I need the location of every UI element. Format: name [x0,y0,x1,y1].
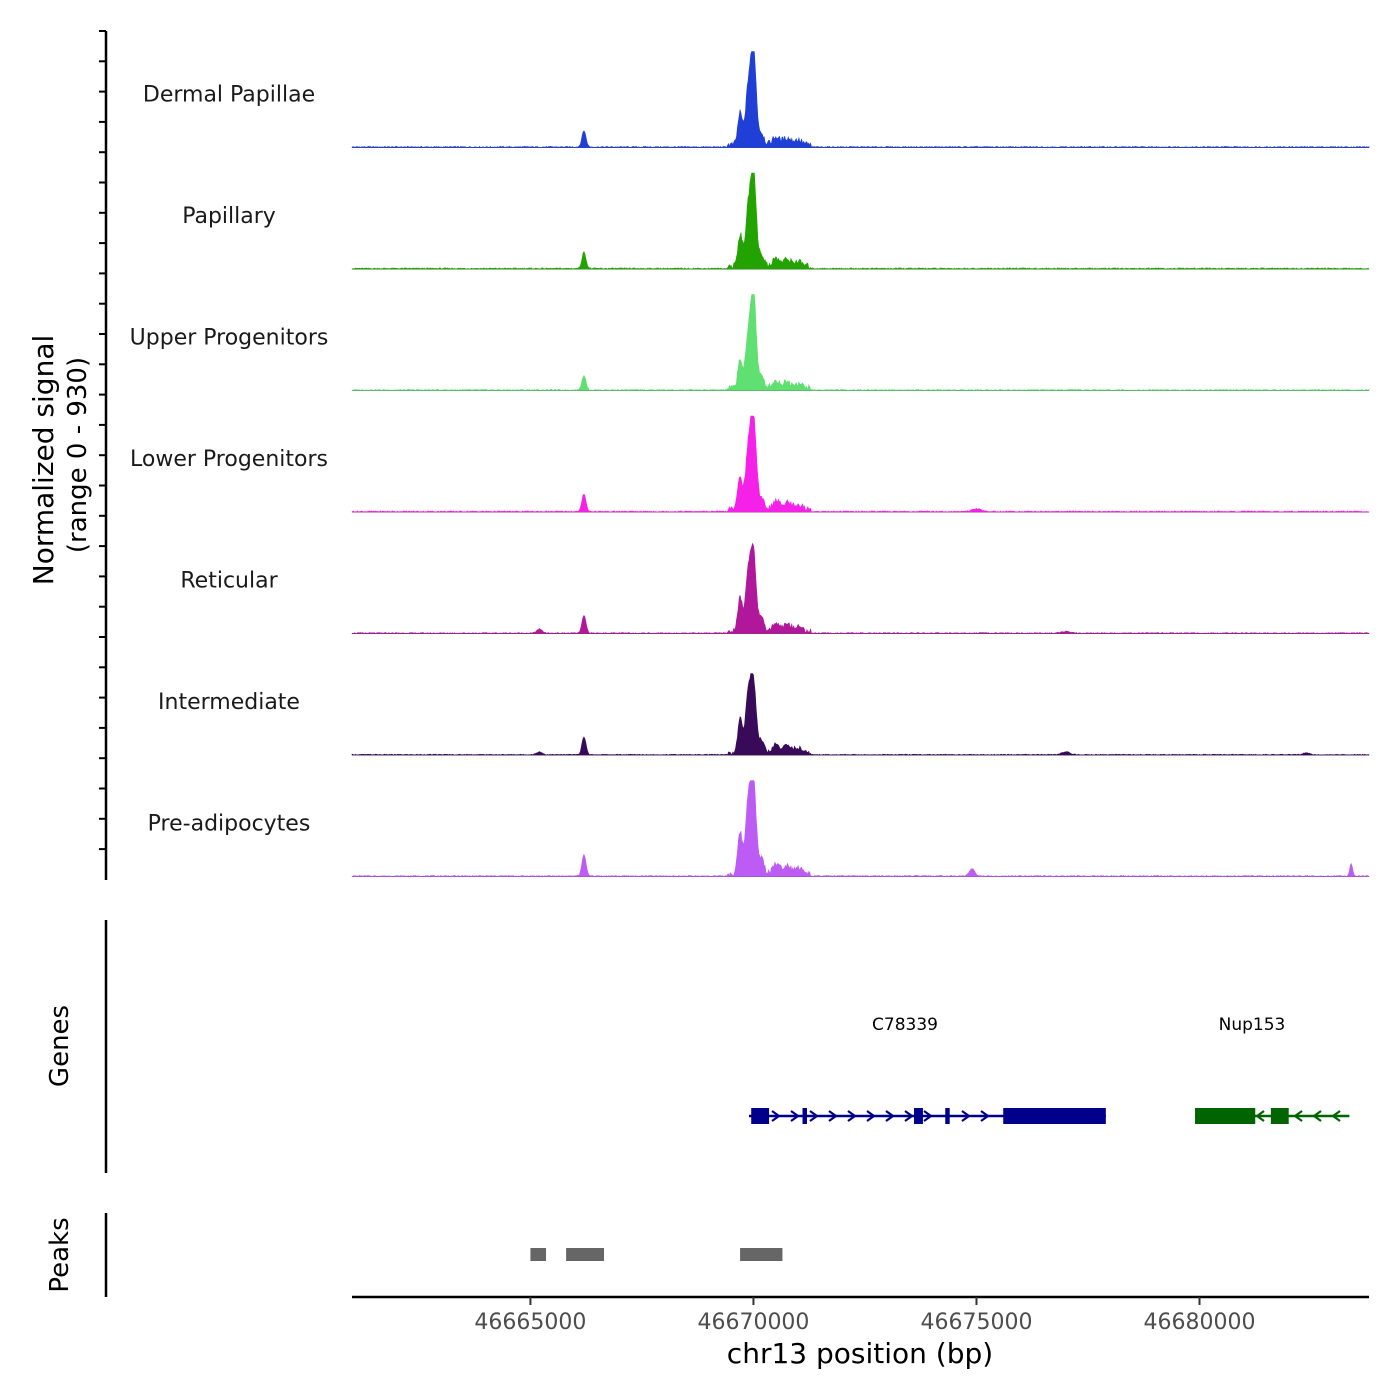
exon [1270,1108,1289,1124]
strand-arrow [828,1110,838,1122]
strand-arrow [771,1110,781,1122]
genes-track: C78339 Nup153 [748,1015,1350,1124]
exon [1195,1108,1256,1124]
track-label: Dermal Papillae [143,83,315,108]
y-axis-label-line1: Normalized signal [27,335,60,586]
strand-arrow [1255,1110,1265,1122]
peak-region [566,1248,605,1261]
gene-name: C78339 [872,1015,938,1035]
coverage-area [351,294,1370,392]
track-reticular: Reticular [180,542,1370,634]
track-dermal-papillae: Dermal Papillae [143,51,1370,148]
coverage-area [351,172,1370,270]
x-tick-label: 46680000 [1144,1310,1256,1335]
strand-arrow [1331,1110,1341,1122]
strand-arrow [790,1110,800,1122]
coverage-axis-ticks [99,30,106,851]
peaks-track-label: Peaks [45,1217,75,1292]
peak-region [530,1248,547,1261]
track-lower-progenitors: Lower Progenitors [130,415,1370,513]
track-label: Reticular [180,569,278,594]
coverage-tracks: Dermal Papillae Papillary Upper Progenitor… [130,51,1370,877]
exon [1003,1108,1106,1124]
strand-arrow [809,1110,819,1122]
exon [751,1108,770,1124]
peaks-track [530,1248,783,1261]
coverage-area [351,415,1370,513]
y-axis-label-line2: (range 0 - 930) [63,357,93,553]
x-tick-label: 46665000 [474,1310,586,1335]
gene-name: Nup153 [1219,1015,1286,1035]
gene-c78339: C78339 [748,1015,1106,1124]
strand-arrow [866,1110,876,1122]
track-papillary: Papillary [182,172,1370,270]
genes-track-label: Genes [45,1005,75,1087]
strand-arrow [923,1110,933,1122]
track-label: Lower Progenitors [130,447,328,472]
strand-arrow [904,1110,914,1122]
coverage-area [351,780,1370,877]
track-upper-progenitors: Upper Progenitors [130,294,1370,392]
track-label: Upper Progenitors [130,326,329,351]
strand-arrow [980,1110,990,1122]
exon [945,1108,950,1124]
coverage-area [351,51,1370,148]
x-axis-label: chr13 position (bp) [727,1337,993,1370]
x-axis-ticks: 46665000 46670000 46675000 46680000 [474,1297,1255,1335]
exon [802,1108,807,1124]
strand-arrow [1293,1110,1303,1122]
peak-region [740,1248,783,1261]
x-tick-label: 46670000 [697,1310,809,1335]
track-intermediate: Intermediate [158,673,1370,756]
track-pre-adipocytes: Pre-adipocytes [148,780,1370,877]
coverage-area [351,673,1370,756]
track-label: Intermediate [158,690,300,715]
track-label: Pre-adipocytes [148,812,311,837]
strand-arrow [961,1110,971,1122]
strand-arrow [847,1110,857,1122]
strand-arrow [1312,1110,1322,1122]
gene-nup153: Nup153 [1195,1015,1350,1124]
strand-arrow [885,1110,895,1122]
x-tick-label: 46675000 [920,1310,1032,1335]
track-label: Papillary [182,204,276,229]
exon [914,1108,923,1124]
coverage-area [351,542,1370,634]
